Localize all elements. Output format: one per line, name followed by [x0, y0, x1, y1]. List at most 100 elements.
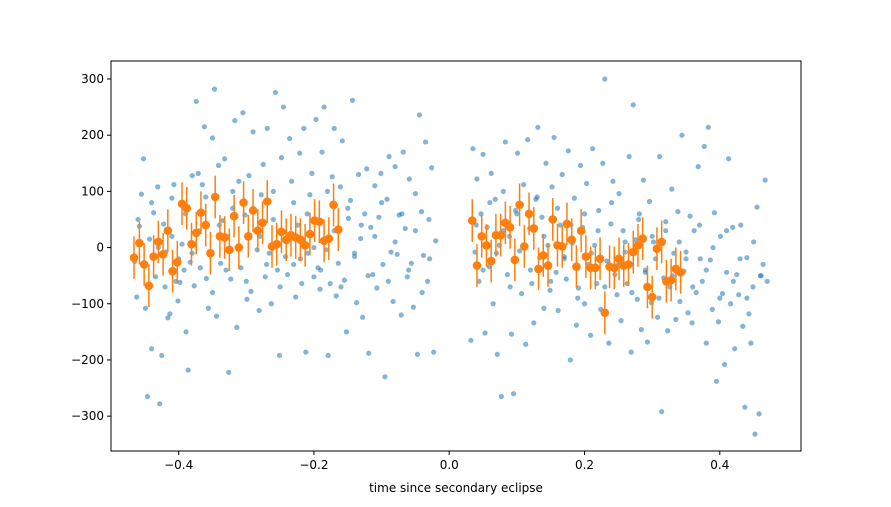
- binned-data-point: [144, 281, 154, 291]
- raw-data-point: [488, 170, 494, 176]
- raw-data-point: [551, 134, 557, 141]
- raw-data-point: [384, 196, 390, 202]
- raw-data-point: [416, 112, 423, 118]
- raw-data-point: [525, 137, 531, 143]
- raw-data-point: [211, 86, 218, 92]
- raw-data-point: [606, 340, 612, 346]
- binned-data-point: [515, 200, 524, 210]
- raw-data-point: [372, 183, 378, 189]
- raw-data-point: [498, 393, 504, 400]
- raw-data-point: [167, 311, 173, 317]
- raw-data-point: [374, 285, 380, 291]
- raw-data-point: [205, 305, 212, 311]
- raw-data-point: [510, 391, 517, 397]
- binned-data-point: [595, 254, 605, 264]
- raw-data-point: [365, 273, 371, 279]
- raw-data-point: [419, 289, 425, 296]
- raw-data-point: [683, 256, 689, 262]
- binned-data-point: [154, 237, 163, 247]
- raw-data-point: [500, 188, 506, 194]
- raw-data-point: [748, 340, 754, 346]
- binned-data-point: [510, 255, 520, 265]
- raw-data-point: [715, 319, 722, 325]
- raw-data-point: [276, 352, 283, 359]
- raw-data-point: [223, 267, 229, 273]
- raw-data-point: [555, 307, 561, 314]
- raw-data-point: [701, 143, 707, 150]
- raw-data-point: [600, 160, 606, 166]
- raw-data-point: [327, 280, 333, 287]
- binned-data-point: [666, 275, 676, 285]
- raw-data-point: [358, 235, 364, 242]
- raw-data-point: [696, 222, 703, 228]
- raw-data-point: [726, 156, 732, 162]
- raw-data-point: [309, 170, 315, 176]
- raw-data-point: [414, 351, 421, 357]
- raw-data-point: [707, 257, 713, 263]
- raw-data-point: [191, 283, 197, 289]
- binned-data-point: [505, 223, 515, 232]
- raw-data-point: [656, 295, 662, 301]
- raw-data-point: [209, 135, 216, 141]
- binned-data-point: [129, 253, 139, 262]
- raw-data-point: [596, 207, 602, 214]
- binned-data-point: [534, 264, 543, 274]
- binned-data-point: [633, 241, 643, 250]
- binned-data-point: [158, 250, 168, 259]
- raw-data-point: [311, 244, 317, 251]
- binned-data-point: [643, 282, 652, 292]
- raw-data-point: [487, 200, 493, 206]
- binned-data-point: [600, 308, 610, 318]
- y-tick-label: 200: [81, 128, 104, 142]
- raw-data-point: [757, 273, 764, 279]
- raw-data-point: [420, 252, 427, 259]
- raw-data-point: [650, 239, 657, 245]
- raw-data-point: [189, 173, 195, 179]
- raw-data-point: [197, 265, 203, 271]
- raw-data-point: [329, 174, 335, 180]
- raw-data-point: [710, 244, 716, 251]
- raw-data-point: [679, 132, 685, 138]
- binned-data-point: [210, 192, 220, 202]
- raw-data-point: [519, 291, 525, 297]
- raw-data-point: [338, 284, 344, 290]
- raw-data-point: [719, 291, 726, 297]
- raw-data-point: [673, 316, 679, 323]
- raw-data-point: [427, 256, 433, 262]
- binned-data-point: [576, 226, 586, 236]
- raw-data-point: [364, 166, 370, 172]
- binned-data-point: [609, 263, 619, 273]
- raw-data-point: [171, 182, 177, 188]
- raw-data-point: [366, 350, 372, 356]
- raw-data-point: [539, 214, 545, 220]
- binned-data-point: [305, 229, 315, 239]
- raw-data-point: [504, 271, 511, 278]
- binned-data-point: [206, 248, 215, 258]
- raw-data-point: [711, 210, 718, 216]
- raw-data-point: [410, 304, 416, 310]
- raw-data-point: [333, 293, 339, 299]
- binned-data-point: [201, 220, 211, 230]
- raw-data-point: [573, 322, 580, 328]
- raw-data-point: [636, 211, 642, 217]
- raw-data-point: [567, 357, 573, 363]
- raw-data-point: [213, 313, 220, 319]
- raw-data-point: [602, 76, 608, 82]
- raw-data-point: [250, 129, 256, 135]
- raw-data-point: [554, 205, 561, 211]
- raw-data-point: [728, 301, 734, 307]
- raw-data-point: [370, 271, 376, 278]
- raw-data-point: [535, 124, 541, 130]
- raw-data-point: [565, 148, 571, 154]
- binned-data-point: [628, 247, 638, 257]
- raw-data-point: [494, 351, 500, 357]
- raw-data-point: [610, 178, 616, 184]
- raw-data-point: [709, 306, 715, 312]
- raw-data-point: [179, 241, 185, 247]
- binned-data-point: [229, 211, 239, 221]
- raw-data-point: [608, 200, 615, 206]
- binned-data-point: [543, 261, 553, 270]
- binned-data-point: [624, 260, 633, 269]
